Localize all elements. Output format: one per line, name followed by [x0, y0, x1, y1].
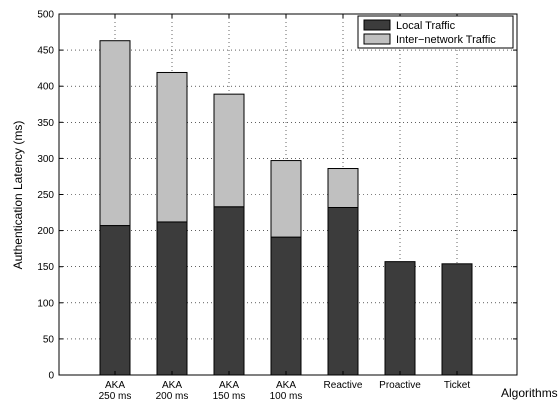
y-tick-label: 50 [43, 334, 55, 345]
x-tick-label: Ticket [444, 380, 471, 391]
y-tick-label: 100 [37, 298, 54, 309]
bars [99, 40, 473, 376]
x-axis-label: Algorithms [501, 386, 558, 400]
bar-local-segment [327, 206, 359, 376]
x-tick-label: 100 ms [270, 391, 303, 401]
y-tick-label: 500 [37, 10, 54, 21]
y-tick-label: 250 [37, 190, 54, 201]
legend-label: Local Traffic [396, 20, 456, 32]
bar-inter-network-segment [270, 160, 302, 238]
y-tick-label: 300 [37, 154, 54, 165]
legend-label: Inter−network Traffic [396, 34, 496, 46]
bar-inter-network-segment [213, 93, 245, 208]
legend-swatch [363, 19, 391, 31]
x-tick-label: AKA [276, 380, 296, 391]
x-tick-label: AKA [219, 380, 239, 391]
y-tick-label: 350 [37, 118, 54, 129]
x-tick-label: AKA [162, 380, 182, 391]
bar-inter-network-segment [156, 71, 188, 223]
x-tick-label: 150 ms [213, 391, 246, 401]
y-axis-label: Authentication Latency (ms) [11, 121, 25, 270]
bar-inter-network-segment [99, 40, 131, 227]
legend-swatch [363, 33, 391, 45]
y-tick-label: 200 [37, 226, 54, 237]
bar-local-segment [270, 236, 302, 376]
y-tick-label: 150 [37, 262, 54, 273]
bar-local-segment [156, 221, 188, 376]
x-tick-label: 200 ms [156, 391, 189, 401]
bar-local-segment [213, 206, 245, 376]
bar-inter-network-segment [327, 168, 359, 208]
bar-local-segment [99, 225, 131, 376]
x-tick-label: Reactive [324, 380, 363, 391]
x-tick-label: Proactive [379, 380, 421, 391]
y-tick-label: 450 [37, 46, 54, 57]
y-tick-label: 400 [37, 82, 54, 93]
x-tick-label: AKA [105, 380, 125, 391]
bar-local-segment [441, 263, 473, 376]
y-tick-label: 0 [48, 371, 54, 382]
bar-local-segment [384, 261, 416, 376]
x-tick-label: 250 ms [99, 391, 132, 401]
legend: Local Traffic Inter−network Traffic [357, 15, 514, 49]
